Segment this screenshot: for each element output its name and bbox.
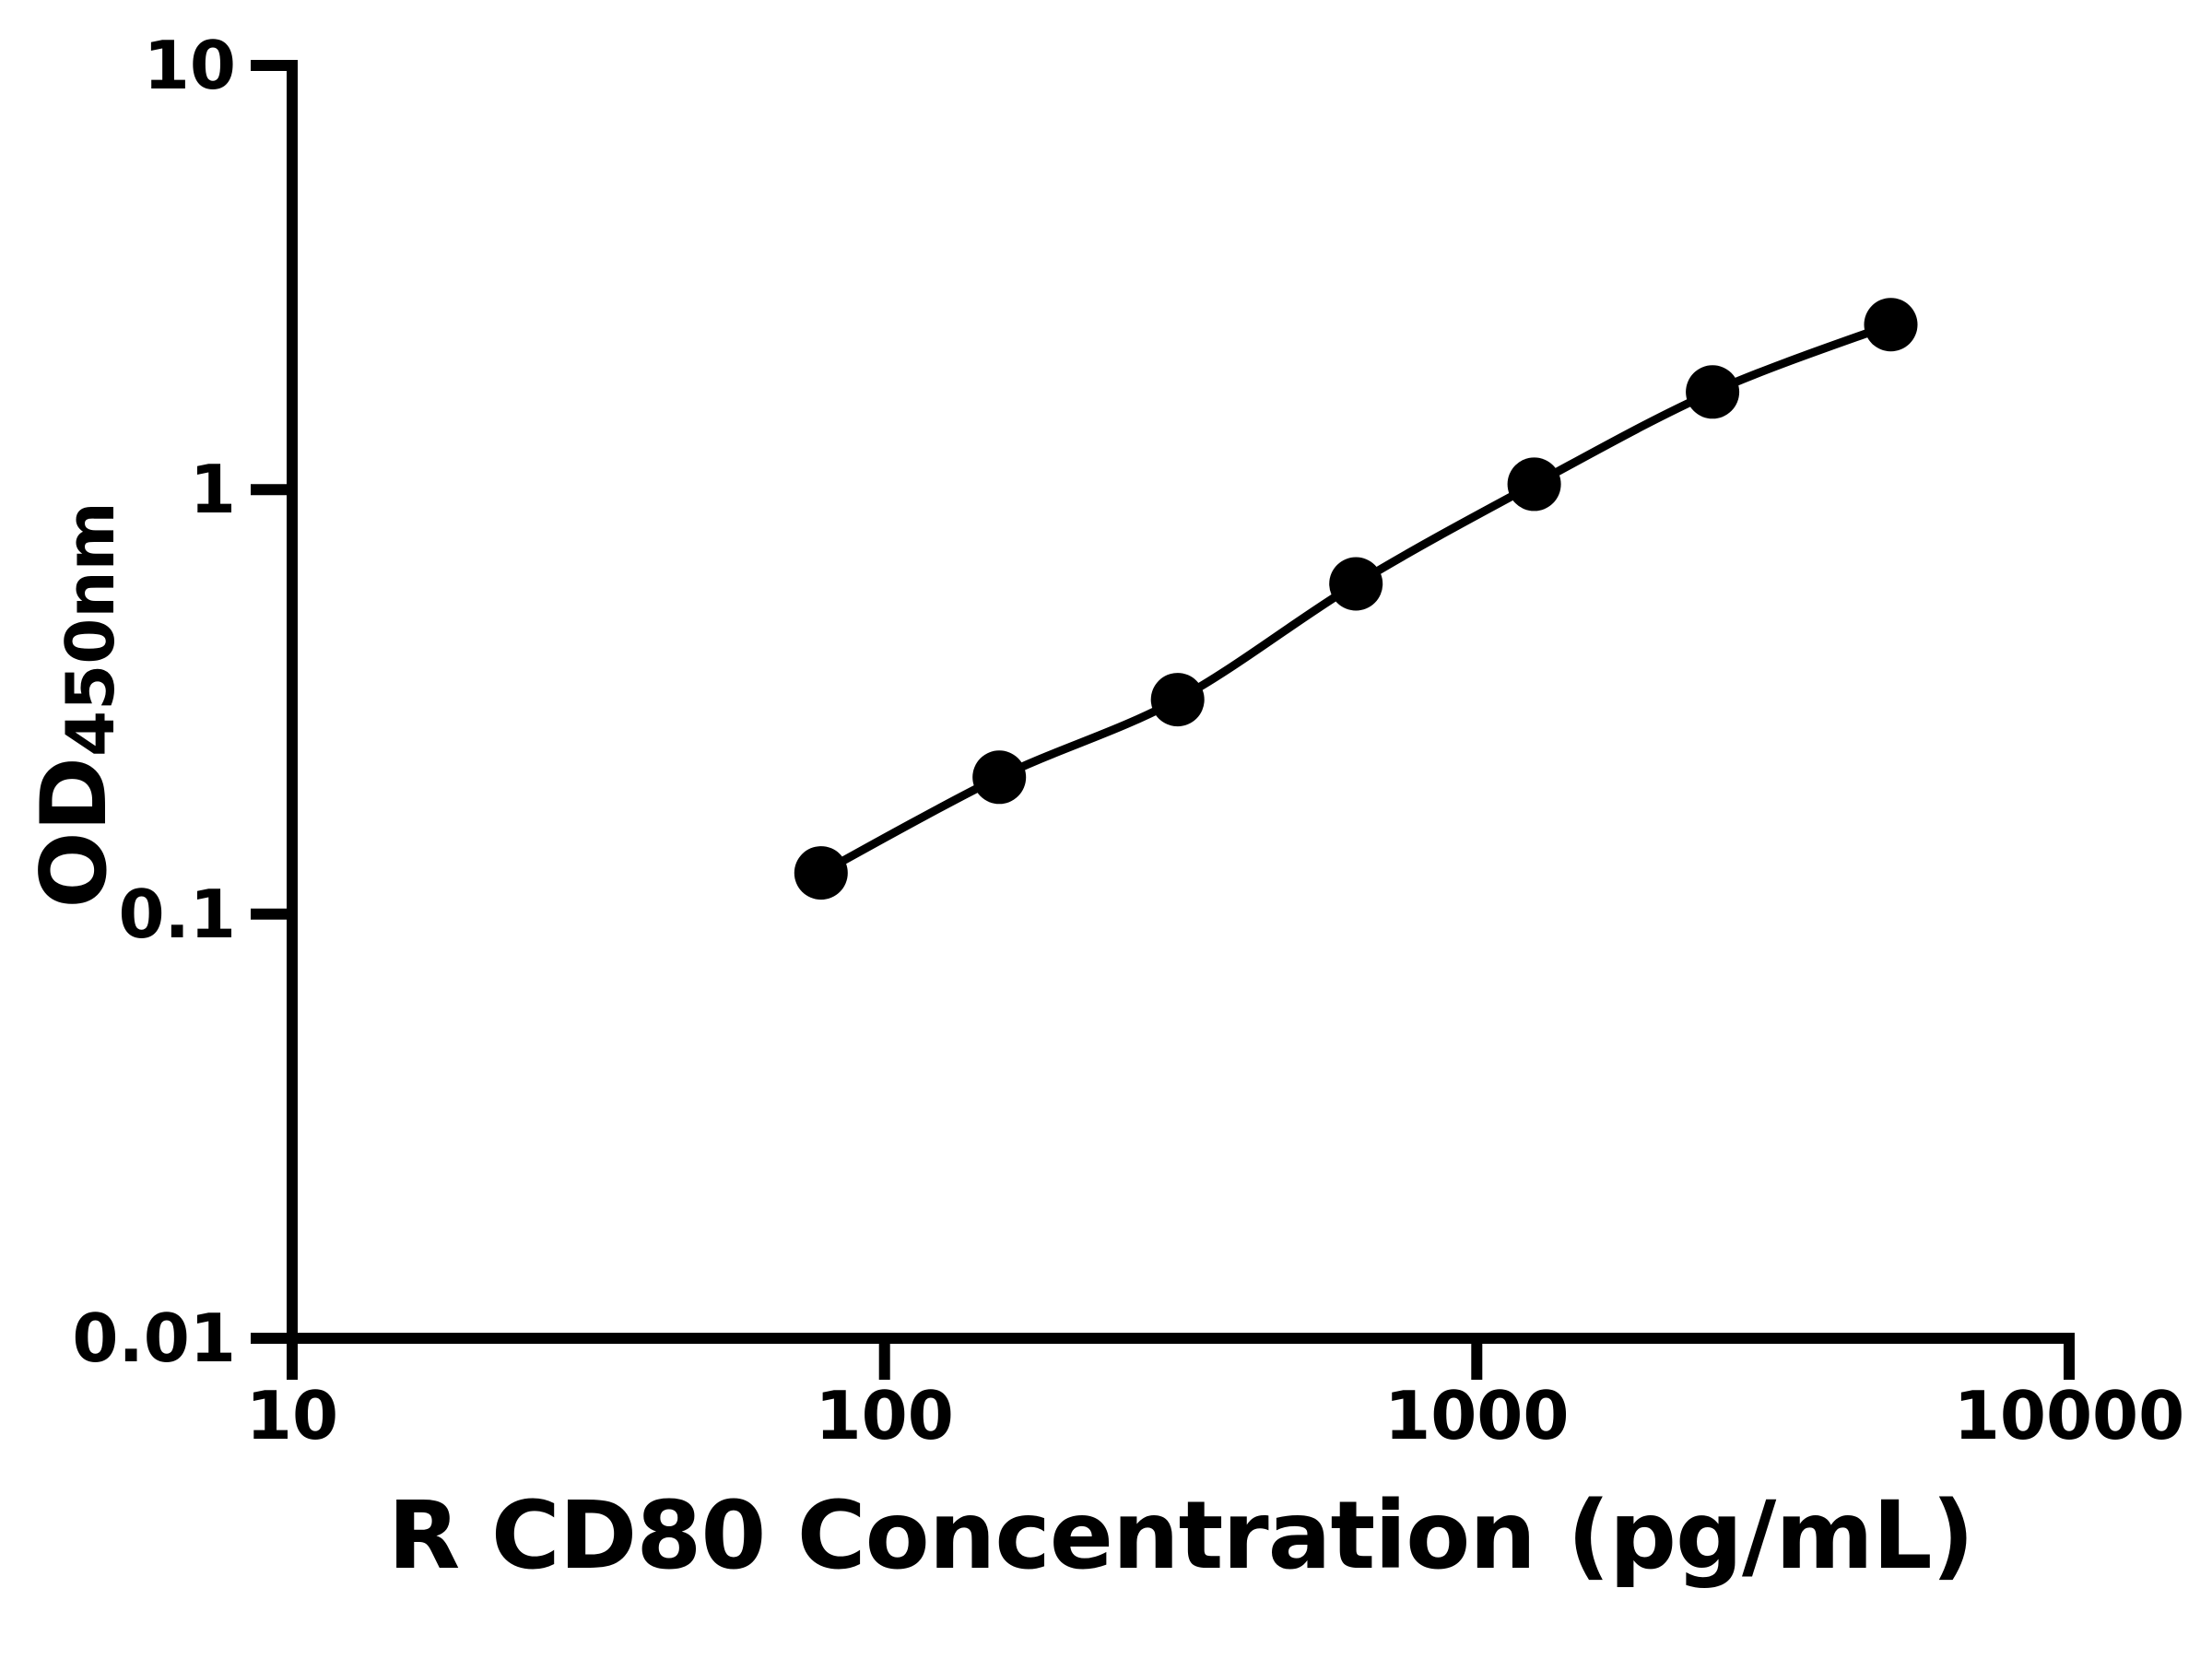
y-tick-label: 10 bbox=[143, 27, 236, 104]
x-tick-label: 100 bbox=[815, 1377, 954, 1454]
data-point-marker bbox=[1864, 298, 1918, 352]
x-tick-label: 10000 bbox=[1953, 1377, 2185, 1454]
y-tick-label: 0.1 bbox=[118, 875, 236, 953]
y-axis-title: OD450nm bbox=[22, 501, 129, 908]
data-point-marker bbox=[1686, 365, 1740, 419]
x-tick-label: 10 bbox=[245, 1377, 339, 1454]
y-tick-label: 0.01 bbox=[72, 1300, 236, 1377]
x-axis-title: R CD80 Concentration (pg/mL) bbox=[387, 1481, 1974, 1591]
data-point-marker bbox=[1329, 557, 1383, 611]
data-point-marker bbox=[1507, 457, 1561, 512]
x-tick-label: 1000 bbox=[1384, 1377, 1570, 1454]
y-axis-title-subscript: 450nm bbox=[52, 501, 129, 757]
y-tick-label: 1 bbox=[189, 451, 236, 529]
y-axis-title-main: OD bbox=[22, 756, 127, 909]
data-point-marker bbox=[1150, 673, 1205, 727]
data-point-marker bbox=[794, 846, 848, 900]
data-point-marker bbox=[972, 750, 1027, 805]
